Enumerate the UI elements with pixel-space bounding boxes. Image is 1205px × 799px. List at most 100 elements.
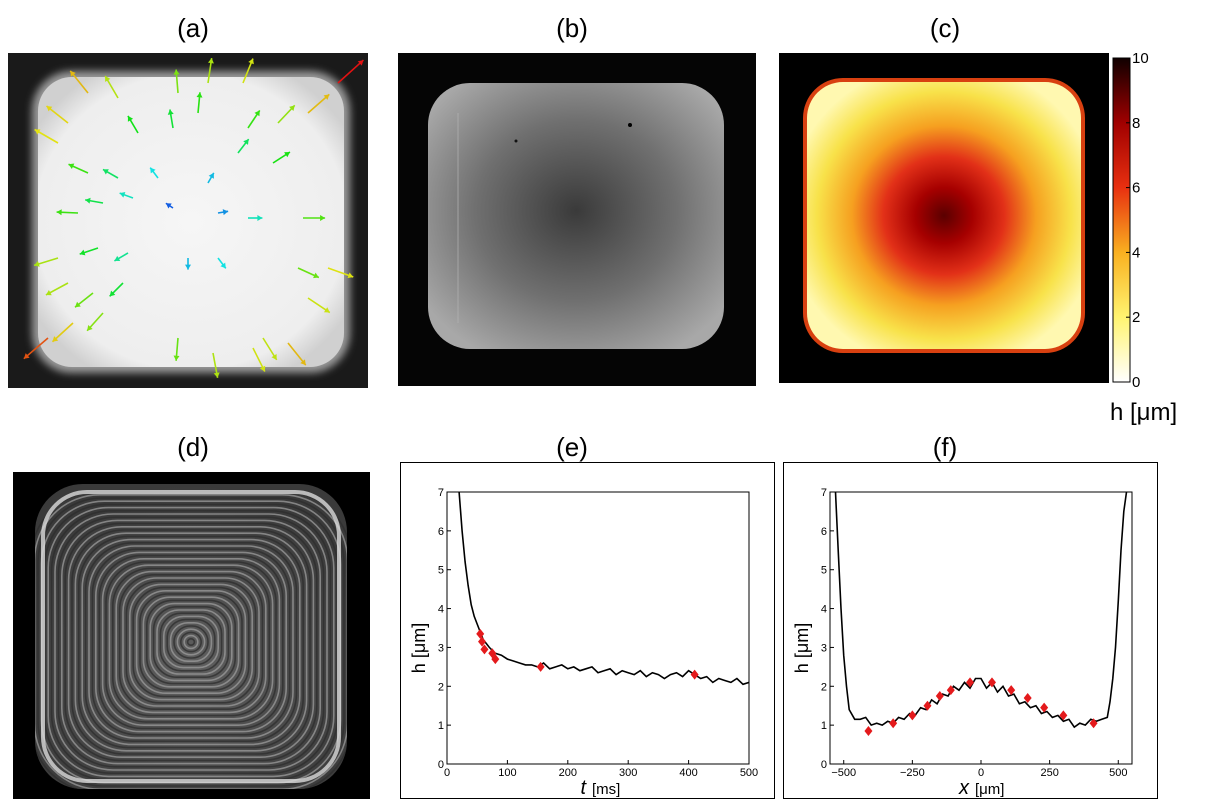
fringe-ring (91, 548, 291, 736)
velocity-arrow-head (284, 152, 290, 158)
data-point-marker (864, 725, 873, 736)
velocity-arrow-head (70, 70, 76, 77)
velocity-arrow-head (248, 58, 254, 65)
x-axis-variable: t (580, 777, 587, 799)
data-point-marker (1040, 702, 1049, 713)
data-point-marker (935, 691, 944, 701)
fringe-ring (180, 631, 203, 653)
velocity-arrow-head (119, 192, 126, 198)
y-tick-label: 3 (821, 642, 827, 654)
fringe-ring (54, 513, 328, 771)
y-tick-label: 3 (438, 642, 444, 654)
velocity-arrow (337, 59, 364, 84)
data-point-marker (1089, 718, 1098, 729)
y-tick-label: 5 (438, 565, 444, 577)
x-tick-label: −500 (831, 767, 856, 779)
fringe-ring (71, 529, 311, 755)
plot-e: 0 1 2 3 4 5 6 7 0 100 200 300 400 500 h [μm] t [ms] (400, 462, 775, 799)
y-tick-label: 6 (821, 526, 827, 538)
x-axis-variable: x (958, 777, 970, 799)
data-line (834, 492, 1128, 729)
fringe-ring (142, 596, 240, 688)
plot-f: 0 1 2 3 4 5 6 7 −500 −250 0 250 500 h [μm] x [μm] (783, 462, 1158, 799)
data-point-marker (478, 636, 487, 647)
x-tick-label: 100 (498, 767, 516, 779)
velocity-arrow-head (196, 92, 203, 98)
velocity-arrow-head (127, 115, 134, 122)
velocity-arrow-head (243, 139, 249, 145)
heatmap-panel-c (779, 53, 1109, 383)
fringe-ring (64, 522, 318, 762)
colorbar-tick-label: 4 (1132, 244, 1140, 261)
x-tick-label: 250 (1040, 767, 1058, 779)
fringe-ring (81, 538, 301, 746)
colorbar-unit-label: h [μm] (1110, 399, 1178, 426)
plot-axes-box (446, 491, 750, 765)
velocity-arrow-head (323, 94, 330, 100)
fringe-ring (118, 574, 264, 710)
fringe-ring (60, 519, 321, 765)
y-tick-label: 0 (438, 759, 444, 771)
fringe-ring (122, 577, 260, 707)
velocity-arrow-head (207, 58, 214, 64)
velocity-arrow-head (114, 255, 121, 261)
y-axis-label: h [μm] (792, 623, 812, 673)
velocity-arrow-head (23, 353, 30, 359)
velocity-arrow-head (313, 272, 319, 279)
data-point-marker (908, 710, 917, 721)
velocity-arrow-head (347, 272, 354, 279)
fringe-ring (129, 583, 254, 701)
colorbar-tick-label: 2 (1132, 309, 1140, 326)
arrow-field-image (8, 53, 368, 388)
velocity-arrow-head (109, 290, 116, 297)
velocity-arrow-head (357, 60, 364, 66)
plot-frame (783, 462, 1158, 799)
fringe-ring (88, 545, 294, 739)
velocity-arrow-head (213, 372, 220, 378)
velocity-arrows (23, 58, 364, 378)
image-panel-b (398, 53, 756, 386)
interference-image (13, 472, 370, 799)
colorbar-tick-label: 8 (1132, 115, 1140, 132)
colorbar-tick-label: 6 (1132, 180, 1140, 197)
velocity-arrow-head (254, 110, 260, 117)
thickness-heatmap (779, 53, 1109, 383)
y-tick-label: 7 (821, 487, 827, 499)
panel-label-c: (c) (929, 13, 961, 43)
x-axis-unit: [μm] (975, 781, 1004, 798)
fringe-ring (159, 612, 223, 672)
x-tick-label: 500 (740, 767, 758, 779)
grayscale-image (398, 53, 756, 386)
x-tick-label: −250 (900, 767, 925, 779)
fringe-ring (173, 625, 209, 659)
y-tick-label: 7 (438, 487, 444, 499)
fringe-ring (156, 609, 226, 675)
plot-frame (400, 462, 775, 799)
data-point-marker (1023, 692, 1032, 703)
velocity-arrow-head (167, 109, 174, 115)
x-tick-label: 500 (1109, 767, 1127, 779)
y-tick-label: 2 (438, 681, 444, 693)
velocity-arrow-head (259, 365, 266, 372)
image-panel-d (13, 472, 370, 799)
data-point-marker (987, 677, 996, 688)
colorbar-svg: 0 2 4 6 8 10 (1112, 53, 1149, 391)
data-point-marker (923, 700, 932, 711)
y-tick-label: 1 (821, 720, 827, 732)
data-point-marker (536, 661, 545, 672)
velocity-arrow (23, 337, 49, 360)
fringe-ring (74, 532, 308, 752)
panel-label-e: (e) (556, 432, 588, 462)
velocity-arrow-head (52, 336, 59, 342)
fringe-ring (169, 622, 213, 663)
image-panel-a (8, 53, 368, 388)
y-tick-label: 2 (821, 681, 827, 693)
velocity-arrow-head (208, 172, 214, 179)
fringe-ring (95, 551, 287, 733)
y-tick-label: 5 (821, 565, 827, 577)
velocity-arrow-head (34, 129, 41, 135)
y-tick-label: 1 (438, 720, 444, 732)
velocity-arrow-head (74, 301, 81, 308)
velocity-arrow-head (102, 169, 109, 175)
x-tick-label: 300 (619, 767, 637, 779)
